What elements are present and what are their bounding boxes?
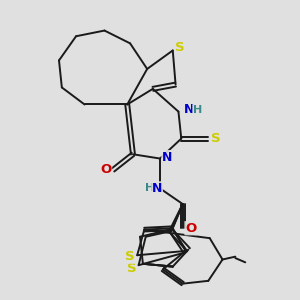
- Text: S: S: [125, 250, 134, 263]
- Text: N: N: [152, 182, 162, 195]
- Text: H: H: [193, 105, 202, 115]
- Text: H: H: [145, 183, 154, 194]
- Text: O: O: [100, 164, 112, 176]
- Text: S: S: [211, 132, 220, 145]
- Text: N: N: [162, 151, 172, 164]
- Text: O: O: [185, 222, 196, 235]
- Text: S: S: [127, 262, 136, 275]
- Text: S: S: [175, 41, 185, 54]
- Text: N: N: [184, 103, 194, 116]
